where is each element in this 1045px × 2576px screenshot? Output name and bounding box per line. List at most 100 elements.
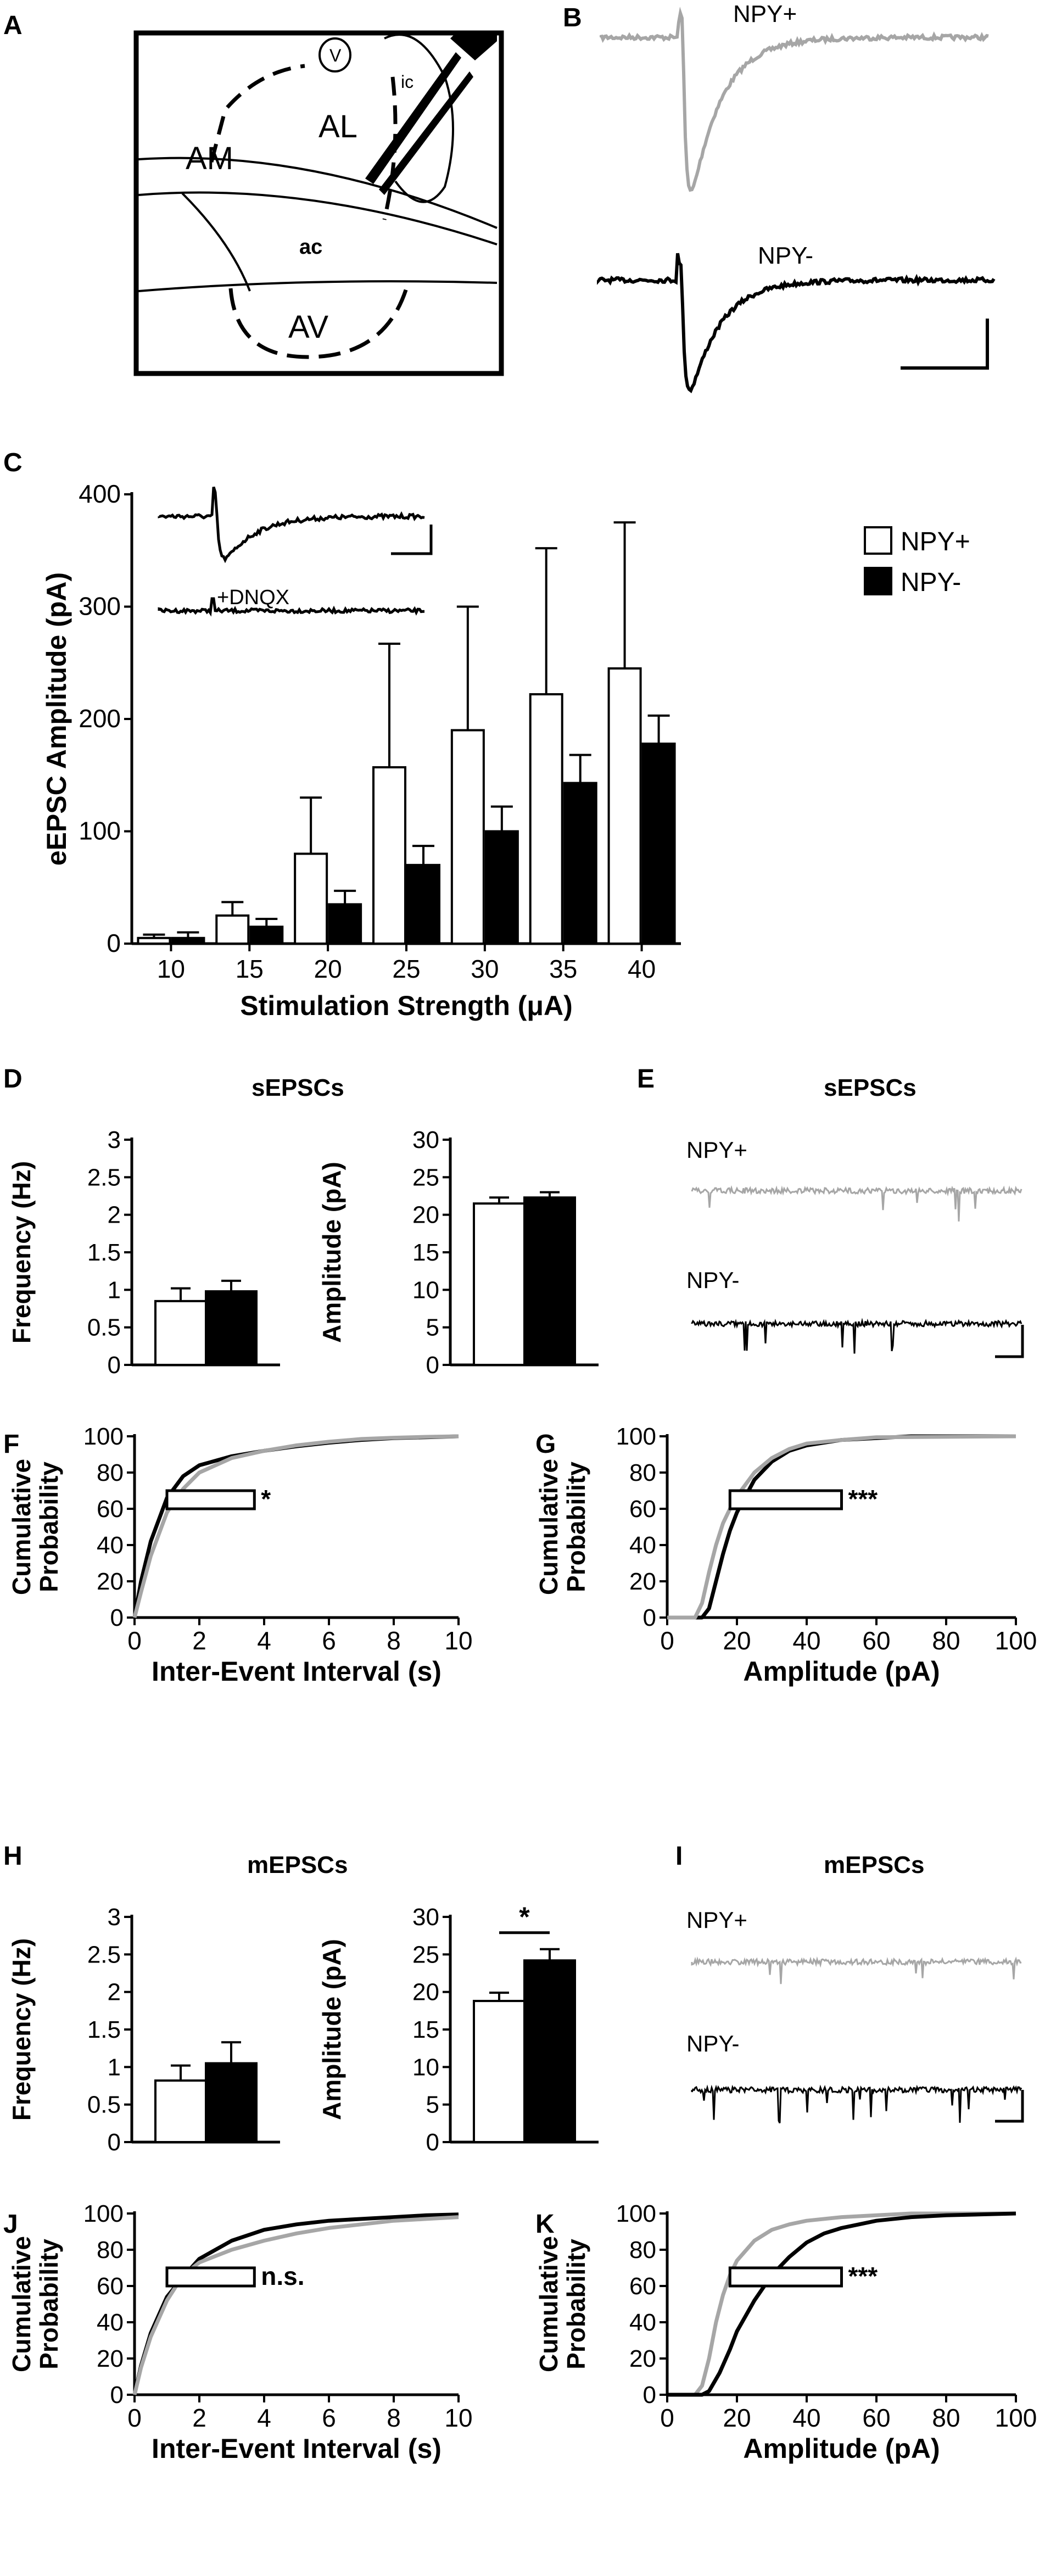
- chart-d-frequency-ytick-label: 0: [108, 1352, 121, 1379]
- region-am: AM: [186, 141, 233, 176]
- trace-npy-plus: [600, 7, 989, 192]
- chart-k-line-npy: [667, 2211, 1016, 2397]
- chart-k-ytick-label: 60: [629, 2273, 656, 2300]
- chart-f-ytick-label: 40: [97, 1532, 124, 1559]
- scale-bar-i: [995, 2090, 1024, 2123]
- region-av: AV: [288, 309, 328, 345]
- chart-g-xtick-label: 80: [932, 1626, 960, 1655]
- chart-f-significance-box: [165, 1489, 256, 1510]
- chart-k-ytick-label: 100: [616, 2200, 656, 2227]
- chart-c-xtick-label: 25: [392, 955, 420, 983]
- region-v: V: [329, 46, 342, 65]
- chart-h-amplitude-ytick-label: 10: [412, 2054, 439, 2081]
- chart-c-bar-npy: [641, 742, 676, 945]
- chart-f-ytick-label: 80: [97, 1459, 124, 1486]
- inset-label-dnqx: +DNQX: [217, 586, 289, 609]
- chart-j-ylabel: Cumulative: [7, 2236, 36, 2372]
- chart-f-xtick-label: 10: [444, 1626, 472, 1655]
- chart-j-xlabel: Inter-Event Interval (s): [152, 2433, 442, 2464]
- chart-h-frequency-ylabel: Frequency (Hz): [7, 1938, 36, 2121]
- chart-k-xtick-label: 40: [792, 2404, 820, 2432]
- chart-k-xtick-label: 100: [995, 2404, 1037, 2432]
- chart-k-ytick-label: 40: [629, 2309, 656, 2336]
- chart-f-xtick-label: 4: [257, 1626, 271, 1655]
- chart-h-frequency-ytick-label: 2: [108, 1979, 121, 2006]
- region-al: AL: [318, 109, 357, 144]
- chart-j-line-npy: [132, 2215, 459, 2395]
- chart-h-frequency-ytick-label: 1: [108, 2054, 121, 2081]
- chart-j-ytick-label: 0: [110, 2382, 124, 2408]
- chart-h-frequency-ytick-label: 0: [108, 2129, 121, 2156]
- chart-c-ytick-label: 300: [79, 592, 121, 621]
- chart-j-line-npy: [132, 2212, 459, 2395]
- chart-f-ytick-label: 100: [83, 1423, 124, 1450]
- chart-c-bar-npy: [294, 852, 328, 945]
- region-ac: ac: [299, 236, 322, 259]
- inset-trace-dnqx: [158, 597, 424, 617]
- chart-h-frequency-bar-npy: [205, 2062, 258, 2143]
- scale-bar-c: [391, 525, 433, 555]
- chart-g-ytick-label: 40: [629, 1532, 656, 1559]
- chart-g-significance-box: [728, 1489, 843, 1510]
- chart-h-frequency-bar-npy: [154, 2079, 207, 2144]
- chart-d-amplitude-ytick-label: 15: [412, 1239, 439, 1266]
- chart-f-ytick-label: 60: [97, 1496, 124, 1523]
- trace-i-npy-plus: [691, 1956, 1022, 1984]
- chart-g-xtick-label: 20: [723, 1626, 751, 1655]
- chart-j-xtick-label: 0: [127, 2404, 142, 2432]
- chart-k-ylabel: Probability: [562, 2239, 590, 2369]
- chart-d-amplitude-ytick-label: 0: [426, 1352, 439, 1379]
- chart-c-bar-npy: [328, 903, 362, 945]
- trace-label-i-npy-minus: NPY-: [686, 2031, 740, 2056]
- chart-f-line-npy: [132, 1434, 459, 1618]
- legend-swatch-npy: [864, 567, 892, 595]
- chart-g-xtick-label: 100: [995, 1626, 1037, 1655]
- chart-j-ylabel: Probability: [35, 2239, 63, 2369]
- chart-h-amplitude-bar-npy: [473, 2000, 526, 2143]
- chart-d-frequency-ytick-label: 1.5: [87, 1239, 121, 1266]
- chart-g-xtick-label: 0: [660, 1626, 674, 1655]
- chart-g-ytick-label: 60: [629, 1496, 656, 1523]
- chart-c-ytick-label: 200: [79, 704, 121, 733]
- chart-k-ylabel: Cumulative: [534, 2236, 563, 2372]
- chart-k-line-npy: [667, 2211, 1016, 2397]
- trace-npy-minus: [597, 253, 996, 394]
- chart-f-significance: *: [261, 1485, 271, 1513]
- chart-g-significance: ***: [848, 1485, 878, 1513]
- chart-g-xtick-label: 60: [862, 1626, 890, 1655]
- trace-e-npy-plus: [691, 1185, 1022, 1222]
- chart-d-frequency-ytick-label: 2.5: [87, 1164, 121, 1191]
- chart-d-frequency-ytick-label: 3: [108, 1127, 121, 1153]
- chart-k-ytick-label: 0: [643, 2382, 656, 2408]
- miniature-traces: [691, 1956, 1022, 2123]
- chart-c-ytick-label: 100: [79, 817, 121, 845]
- chart-d-amplitude-ytick-label: 20: [412, 1202, 439, 1229]
- chart-c-xtick-label: 35: [549, 955, 577, 983]
- chart-k-xtick-label: 80: [932, 2404, 960, 2432]
- chart-h-frequency-ytick-label: 2.5: [87, 1941, 121, 1968]
- chart-k-significance: ***: [848, 2262, 878, 2290]
- chart-d-amplitude-ytick-label: 30: [412, 1127, 439, 1153]
- chart-c-xtick-label: 20: [314, 955, 342, 983]
- trace-i-npy-minus: [691, 2084, 1022, 2123]
- chart-d-frequency-ytick-label: 0.5: [87, 1314, 121, 1341]
- chart-j-xtick-label: 6: [322, 2404, 336, 2432]
- chart-c-ytick-label: 400: [79, 479, 121, 508]
- chart-d-amplitude-ytick-label: 25: [412, 1164, 439, 1191]
- panel-letter-e: E: [637, 1064, 655, 1094]
- chart-h-amplitude-ytick-label: 15: [412, 2016, 439, 2043]
- panel-letter-i: I: [675, 1842, 683, 1871]
- trace-label-npy-plus: NPY+: [733, 1, 797, 27]
- chart-g-ytick-label: 0: [643, 1604, 656, 1631]
- chart-c-bar-npy: [215, 914, 250, 945]
- chart-h-frequency-ytick-label: 3: [108, 1904, 121, 1931]
- chart-h-frequency-ytick-label: 1.5: [87, 2016, 121, 2043]
- legend-swatch-npy: [864, 526, 892, 555]
- chart-f-xtick-label: 8: [387, 1626, 401, 1655]
- chart-j-ytick-label: 100: [83, 2200, 124, 2227]
- trace-label-e-npy-minus: NPY-: [686, 1267, 740, 1293]
- panel-letter-c: C: [3, 448, 23, 477]
